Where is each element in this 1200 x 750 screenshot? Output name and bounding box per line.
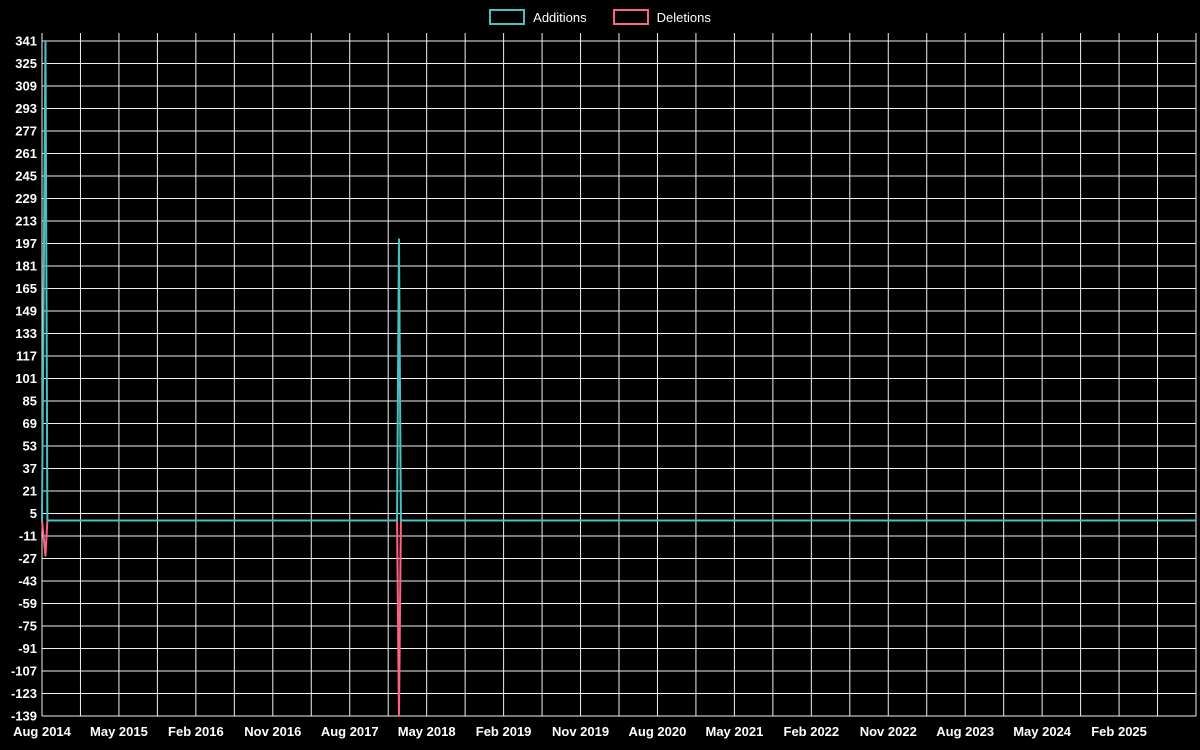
y-tick-label: 37 bbox=[23, 461, 37, 476]
y-tick-label: 341 bbox=[15, 34, 37, 49]
y-tick-label: 101 bbox=[15, 371, 37, 386]
y-tick-label: 293 bbox=[15, 101, 37, 116]
x-tick-label: May 2021 bbox=[705, 724, 763, 739]
x-tick-label: Feb 2025 bbox=[1091, 724, 1147, 739]
y-tick-label: 69 bbox=[23, 416, 37, 431]
y-tick-label: 325 bbox=[15, 56, 37, 71]
x-tick-label: Nov 2019 bbox=[552, 724, 609, 739]
y-tick-label: 5 bbox=[30, 506, 37, 521]
x-tick-label: May 2024 bbox=[1013, 724, 1072, 739]
y-tick-label: -123 bbox=[11, 686, 37, 701]
x-tick-label: May 2018 bbox=[398, 724, 456, 739]
y-tick-label: -43 bbox=[18, 574, 37, 589]
y-tick-label: 245 bbox=[15, 169, 37, 184]
y-tick-label: 197 bbox=[15, 236, 37, 251]
y-tick-label: 181 bbox=[15, 259, 37, 274]
x-tick-label: Aug 2023 bbox=[936, 724, 994, 739]
y-tick-label: -107 bbox=[11, 664, 37, 679]
y-tick-label: -27 bbox=[18, 551, 37, 566]
y-tick-label: 229 bbox=[15, 191, 37, 206]
x-tick-label: May 2015 bbox=[90, 724, 148, 739]
x-tick-label: Nov 2022 bbox=[860, 724, 917, 739]
x-tick-label: Feb 2022 bbox=[784, 724, 840, 739]
x-tick-label: Nov 2016 bbox=[244, 724, 301, 739]
additions-legend-swatch bbox=[489, 9, 526, 25]
additions-legend-label: Additions bbox=[533, 9, 587, 25]
x-tick-label: Feb 2019 bbox=[476, 724, 532, 739]
y-tick-label: 53 bbox=[23, 439, 37, 454]
chart-legend: Additions Deletions bbox=[0, 9, 1200, 25]
x-tick-label: Aug 2017 bbox=[321, 724, 379, 739]
y-tick-label: 261 bbox=[15, 146, 37, 161]
legend-item-additions[interactable]: Additions bbox=[489, 9, 587, 25]
y-tick-label: 21 bbox=[23, 484, 37, 499]
x-tick-label: Feb 2016 bbox=[168, 724, 224, 739]
additions-line bbox=[41, 40, 1197, 522]
y-tick-label: 117 bbox=[16, 349, 37, 364]
y-tick-label: 133 bbox=[15, 326, 37, 341]
x-tick-label: Aug 2014 bbox=[13, 724, 72, 739]
y-tick-label: 149 bbox=[15, 304, 37, 319]
y-tick-label: -91 bbox=[18, 641, 37, 656]
deletions-legend-swatch bbox=[612, 9, 649, 25]
x-tick-label: Aug 2020 bbox=[629, 724, 687, 739]
y-tick-label: 165 bbox=[15, 281, 37, 296]
deletions-legend-label: Deletions bbox=[656, 9, 711, 25]
y-tick-label: 277 bbox=[15, 124, 37, 139]
y-tick-label: -11 bbox=[19, 529, 37, 544]
y-tick-label: -139 bbox=[11, 709, 37, 724]
y-tick-label: 309 bbox=[15, 79, 37, 94]
y-tick-label: 213 bbox=[15, 214, 37, 229]
y-tick-label: -75 bbox=[18, 619, 37, 634]
legend-item-deletions[interactable]: Deletions bbox=[612, 9, 711, 25]
y-tick-label: -59 bbox=[18, 596, 37, 611]
y-tick-label: 85 bbox=[23, 394, 37, 409]
